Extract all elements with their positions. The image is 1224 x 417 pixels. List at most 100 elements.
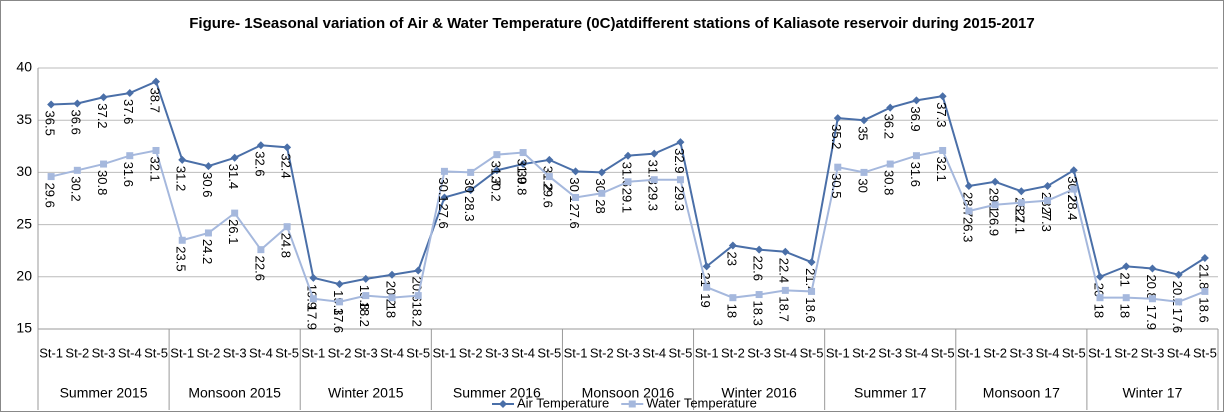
data-label: 24.2 xyxy=(200,239,215,264)
point xyxy=(440,167,448,175)
data-label: 18.6 xyxy=(803,297,818,322)
group-label: Winter 2015 xyxy=(328,385,404,401)
point xyxy=(1070,185,1078,193)
data-label: 27.6 xyxy=(567,203,582,228)
data-label: 35 xyxy=(855,126,870,140)
data-label: 30.8 xyxy=(515,170,530,195)
point xyxy=(492,166,501,175)
point xyxy=(781,286,789,294)
data-label: 28.3 xyxy=(462,196,477,221)
data-label: 18 xyxy=(383,304,398,318)
data-label: 18.3 xyxy=(751,301,766,326)
data-label: 32.1 xyxy=(934,156,949,181)
point xyxy=(1096,272,1104,281)
data-label: 30.5 xyxy=(829,173,844,198)
data-label: 22.6 xyxy=(252,256,267,281)
x-tick-label: St-2 xyxy=(590,345,614,360)
point xyxy=(571,167,580,176)
point xyxy=(388,294,396,302)
x-tick-label: St-1 xyxy=(564,345,588,360)
x-tick-label: St-4 xyxy=(642,345,666,360)
data-label: 30.2 xyxy=(69,176,84,201)
point xyxy=(257,246,265,254)
data-label: 37.6 xyxy=(121,99,136,124)
x-tick-label: St-3 xyxy=(223,345,247,360)
y-tick-label: 35 xyxy=(16,111,32,127)
x-tick-label: St-2 xyxy=(983,345,1007,360)
data-label: 31.9 xyxy=(515,159,530,184)
data-label: 30 xyxy=(855,178,870,192)
point xyxy=(499,400,507,408)
x-tick-label: St-3 xyxy=(485,345,509,360)
data-label: 30 xyxy=(462,178,477,192)
point xyxy=(126,152,134,160)
x-tick-label: St-1 xyxy=(301,345,325,360)
group-label: Winter 17 xyxy=(1122,385,1182,401)
data-label: 36.2 xyxy=(882,114,897,139)
x-tick-label: St-4 xyxy=(1036,345,1060,360)
point xyxy=(912,152,920,160)
x-tick-label: St-3 xyxy=(878,345,902,360)
point xyxy=(47,173,55,181)
x-tick-label: St-1 xyxy=(826,345,850,360)
data-label: 27.3 xyxy=(1039,207,1054,232)
point xyxy=(152,77,160,86)
data-label: 26.3 xyxy=(960,217,975,242)
point xyxy=(467,168,475,176)
x-tick-label: St-5 xyxy=(1062,345,1086,360)
point xyxy=(519,149,527,157)
y-tick-label: 20 xyxy=(16,268,32,284)
point xyxy=(362,292,370,300)
point xyxy=(1148,264,1157,273)
x-tick-label: St-1 xyxy=(39,345,63,360)
data-label: 29.3 xyxy=(672,186,687,211)
point xyxy=(545,173,553,181)
point xyxy=(1122,294,1130,302)
data-label: 31.7 xyxy=(488,161,503,186)
point xyxy=(598,189,606,197)
x-tick-label: St-1 xyxy=(433,345,457,360)
point xyxy=(597,168,606,177)
data-label: 18 xyxy=(724,304,739,318)
point xyxy=(1201,287,1209,295)
x-tick-label: St-5 xyxy=(144,345,168,360)
x-tick-label: St-3 xyxy=(747,345,771,360)
data-label: 18.7 xyxy=(777,296,792,321)
data-label: 26.1 xyxy=(226,219,241,244)
data-label: 30.2 xyxy=(488,176,503,201)
data-label: 32.9 xyxy=(672,148,687,173)
point xyxy=(702,262,711,271)
point xyxy=(624,178,632,186)
point xyxy=(1175,298,1183,306)
x-tick-label: St-2 xyxy=(852,345,876,360)
data-label: 35.2 xyxy=(829,124,844,149)
x-tick-label: St-5 xyxy=(1193,345,1217,360)
point xyxy=(519,160,528,169)
data-label: 18 xyxy=(1118,304,1133,318)
point xyxy=(335,280,344,289)
point xyxy=(73,166,81,174)
point xyxy=(1148,295,1156,303)
data-label: 29.6 xyxy=(43,183,58,208)
data-label: 18.2 xyxy=(357,302,372,327)
point xyxy=(336,298,344,306)
x-tick-label: St-5 xyxy=(931,345,955,360)
y-tick-label: 30 xyxy=(16,163,32,179)
x-tick-label: St-1 xyxy=(1088,345,1112,360)
group-label: Monsoon 2016 xyxy=(582,385,675,401)
data-label: 22.6 xyxy=(751,256,766,281)
data-label: 17.9 xyxy=(305,305,320,330)
y-tick-label: 40 xyxy=(16,59,32,75)
data-label: 32.1 xyxy=(147,156,162,181)
point xyxy=(886,103,895,112)
point xyxy=(178,155,187,164)
point xyxy=(912,96,921,105)
data-label: 19 xyxy=(698,293,713,307)
point xyxy=(283,223,291,231)
data-label: 18 xyxy=(1091,304,1106,318)
data-label: 31.2 xyxy=(174,166,189,191)
legend-label: Water Temperature xyxy=(646,395,757,410)
data-label: 18.2 xyxy=(410,302,425,327)
data-label: 17.9 xyxy=(1144,305,1159,330)
point xyxy=(938,92,947,101)
